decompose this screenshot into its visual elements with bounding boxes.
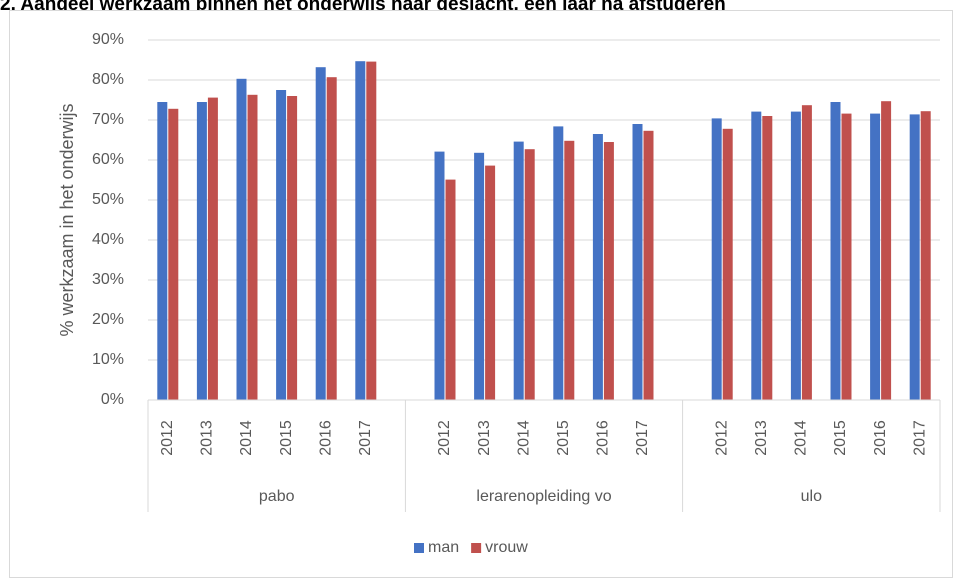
x-tick-label: 2014 <box>515 420 532 456</box>
bar-vrouw-ulo-2017 <box>920 111 931 400</box>
bar-vrouw-pabo-2016 <box>326 77 337 400</box>
group-label-pabo: pabo <box>259 488 295 505</box>
bar-man-lerarenopleiding-vo-2014 <box>513 141 524 400</box>
bar-man-pabo-2016 <box>315 67 326 400</box>
y-tick-label: 90% <box>92 31 124 48</box>
x-tick-label: 2013 <box>753 420 770 456</box>
x-tick-label: 2014 <box>238 420 255 456</box>
bar-vrouw-lerarenopleiding-vo-2013 <box>485 165 496 400</box>
bar-vrouw-pabo-2012 <box>168 108 179 401</box>
legend-label-vrouw[interactable]: vrouw <box>485 539 528 556</box>
x-tick-label: 2017 <box>634 420 651 456</box>
y-tick-label: 40% <box>92 231 124 248</box>
x-tick-label: 2015 <box>555 420 572 456</box>
x-tick-label: 2013 <box>199 420 216 456</box>
bar-vrouw-ulo-2013 <box>762 116 773 400</box>
bar-man-pabo-2017 <box>355 61 366 400</box>
x-tick-label: 2017 <box>911 420 928 456</box>
bar-man-ulo-2015 <box>830 102 841 400</box>
bar-vrouw-lerarenopleiding-vo-2014 <box>524 149 535 400</box>
bar-vrouw-ulo-2014 <box>801 105 812 400</box>
x-tick-label: 2012 <box>159 420 176 456</box>
bar-man-ulo-2013 <box>751 111 762 400</box>
bar-vrouw-lerarenopleiding-vo-2015 <box>564 140 575 401</box>
bar-man-pabo-2013 <box>196 102 207 400</box>
bar-man-pabo-2015 <box>276 90 287 400</box>
x-tick-label: 2012 <box>713 420 730 456</box>
group-label-lerarenopleiding-vo: lerarenopleiding vo <box>476 488 611 505</box>
group-label-ulo: ulo <box>801 488 822 505</box>
bar-man-pabo-2014 <box>236 78 247 401</box>
y-tick-label: 80% <box>92 71 124 88</box>
bar-vrouw-ulo-2016 <box>881 101 892 400</box>
x-axis: 2012 2013 2014 2015 2016 2017 2012 2013 2014 2015… <box>147 399 941 512</box>
legend-swatch-vrouw <box>471 543 482 553</box>
bar-man-ulo-2016 <box>870 113 881 400</box>
x-tick-label: 2015 <box>832 420 849 456</box>
x-tick-label: 2012 <box>436 420 453 456</box>
x-tick-label: 2016 <box>595 420 612 456</box>
y-axis-label: % werkzaam in het onderwijs <box>57 103 77 336</box>
y-tick-label: 0% <box>101 391 124 408</box>
bar-man-lerarenopleiding-vo-2013 <box>474 152 485 400</box>
bar-man-ulo-2012 <box>711 118 722 401</box>
bar-man-lerarenopleiding-vo-2012 <box>434 151 445 400</box>
bar-vrouw-lerarenopleiding-vo-2012 <box>445 179 456 400</box>
bar-vrouw-pabo-2014 <box>247 94 258 401</box>
bar-man-pabo-2012 <box>157 102 168 400</box>
y-tick-label: 60% <box>92 151 124 168</box>
bar-man-ulo-2014 <box>790 111 801 400</box>
bar-man-lerarenopleiding-vo-2016 <box>592 134 603 400</box>
y-tick-label: 20% <box>92 311 124 328</box>
bar-vrouw-ulo-2015 <box>841 113 852 400</box>
bar-man-lerarenopleiding-vo-2017 <box>632 124 643 400</box>
legend-swatch-man <box>414 543 424 553</box>
bar-vrouw-lerarenopleiding-vo-2017 <box>643 130 654 401</box>
bar-vrouw-pabo-2017 <box>366 61 377 400</box>
x-tick-label: 2015 <box>278 420 295 456</box>
y-tick-label: 50% <box>92 191 124 208</box>
y-axis-tick-labels: 0% 10% 20% 30% 40% 50% 60% 70% 80% 90% <box>92 31 124 408</box>
bar-vrouw-ulo-2012 <box>722 128 733 401</box>
bar-vrouw-lerarenopleiding-vo-2016 <box>603 142 614 400</box>
y-tick-label: 30% <box>92 271 124 288</box>
x-tick-label: 2016 <box>872 420 889 456</box>
bar-vrouw-pabo-2015 <box>287 96 298 400</box>
gridlines <box>148 39 940 361</box>
legend[interactable]: man vrouw <box>414 539 528 556</box>
x-tick-label: 2016 <box>317 420 334 456</box>
y-tick-label: 10% <box>92 351 124 368</box>
x-tick-label: 2013 <box>476 420 493 456</box>
x-tick-label: 2014 <box>793 420 810 456</box>
x-tick-label: 2017 <box>357 420 374 456</box>
bar-man-lerarenopleiding-vo-2015 <box>553 126 564 401</box>
bars <box>157 61 931 401</box>
bar-man-ulo-2017 <box>909 114 920 401</box>
y-tick-label: 70% <box>92 111 124 128</box>
bar-vrouw-pabo-2013 <box>207 97 218 400</box>
legend-label-man[interactable]: man <box>428 539 459 556</box>
